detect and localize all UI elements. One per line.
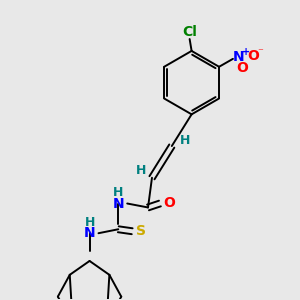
Text: N: N [112, 196, 124, 211]
Text: +: + [242, 47, 250, 57]
Text: O: O [247, 49, 259, 63]
Text: O: O [163, 196, 175, 209]
Text: Cl: Cl [182, 25, 197, 39]
Text: H: H [84, 216, 95, 229]
Text: N: N [233, 50, 245, 64]
Text: ⁻: ⁻ [258, 47, 264, 57]
Text: H: H [136, 164, 146, 177]
Text: N: N [84, 226, 95, 240]
Text: O: O [236, 61, 248, 75]
Text: H: H [179, 134, 190, 147]
Text: H: H [113, 186, 124, 199]
Text: S: S [136, 224, 146, 238]
